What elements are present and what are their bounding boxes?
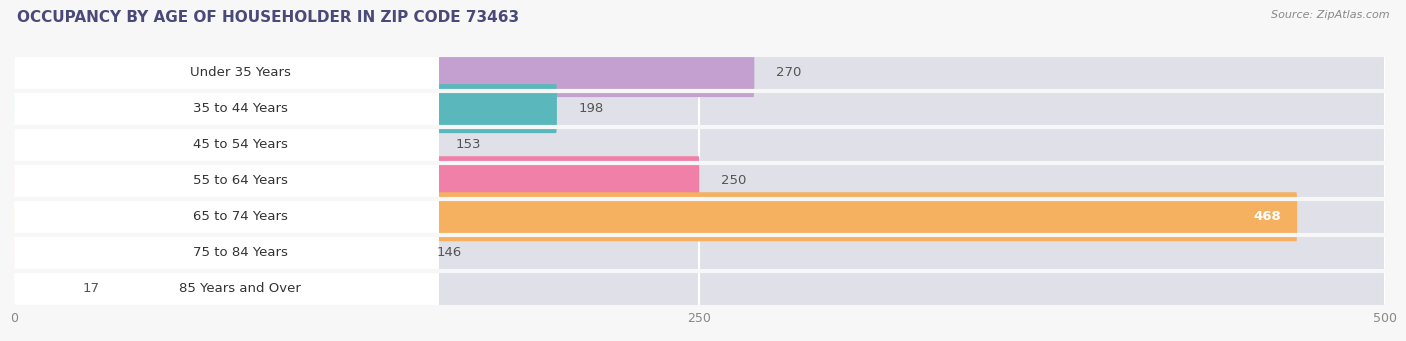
FancyBboxPatch shape <box>14 115 1385 174</box>
FancyBboxPatch shape <box>14 260 1385 318</box>
FancyBboxPatch shape <box>14 264 1385 313</box>
FancyBboxPatch shape <box>14 158 439 204</box>
FancyBboxPatch shape <box>14 79 1385 138</box>
Text: OCCUPANCY BY AGE OF HOUSEHOLDER IN ZIP CODE 73463: OCCUPANCY BY AGE OF HOUSEHOLDER IN ZIP C… <box>17 10 519 25</box>
FancyBboxPatch shape <box>14 43 1385 102</box>
FancyBboxPatch shape <box>14 49 439 96</box>
FancyBboxPatch shape <box>14 85 439 132</box>
Text: 55 to 64 Years: 55 to 64 Years <box>193 174 288 187</box>
FancyBboxPatch shape <box>14 228 1385 277</box>
FancyBboxPatch shape <box>14 192 1298 241</box>
Text: 146: 146 <box>436 246 461 259</box>
Text: 65 to 74 Years: 65 to 74 Years <box>193 210 288 223</box>
Text: 250: 250 <box>721 174 747 187</box>
FancyBboxPatch shape <box>14 228 415 277</box>
FancyBboxPatch shape <box>14 266 439 312</box>
FancyBboxPatch shape <box>14 84 557 133</box>
FancyBboxPatch shape <box>14 156 700 205</box>
FancyBboxPatch shape <box>14 264 60 313</box>
Text: 85 Years and Over: 85 Years and Over <box>180 282 301 295</box>
FancyBboxPatch shape <box>14 120 1385 169</box>
Text: 35 to 44 Years: 35 to 44 Years <box>193 102 288 115</box>
Text: 198: 198 <box>579 102 605 115</box>
Text: 17: 17 <box>83 282 100 295</box>
FancyBboxPatch shape <box>14 223 1385 282</box>
FancyBboxPatch shape <box>14 193 439 240</box>
Text: 45 to 54 Years: 45 to 54 Years <box>193 138 288 151</box>
Text: 270: 270 <box>776 66 801 79</box>
FancyBboxPatch shape <box>14 229 439 276</box>
Text: 153: 153 <box>456 138 481 151</box>
FancyBboxPatch shape <box>14 48 754 97</box>
Text: 468: 468 <box>1253 210 1281 223</box>
Text: Under 35 Years: Under 35 Years <box>190 66 291 79</box>
FancyBboxPatch shape <box>14 188 1385 246</box>
FancyBboxPatch shape <box>14 48 1385 97</box>
FancyBboxPatch shape <box>14 121 439 168</box>
FancyBboxPatch shape <box>14 120 433 169</box>
FancyBboxPatch shape <box>14 151 1385 210</box>
FancyBboxPatch shape <box>14 156 1385 205</box>
Text: Source: ZipAtlas.com: Source: ZipAtlas.com <box>1271 10 1389 20</box>
FancyBboxPatch shape <box>14 192 1385 241</box>
FancyBboxPatch shape <box>14 84 1385 133</box>
Text: 75 to 84 Years: 75 to 84 Years <box>193 246 288 259</box>
